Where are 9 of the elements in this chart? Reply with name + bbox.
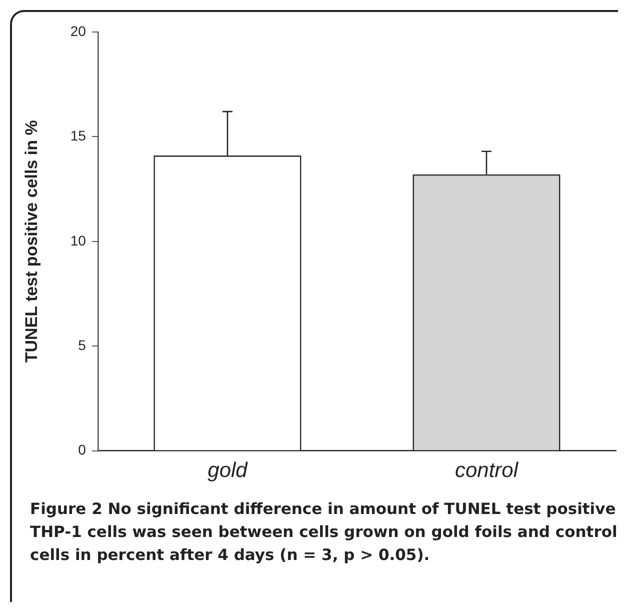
y-tick-label: 15 <box>70 128 86 144</box>
y-tick-label: 0 <box>78 442 86 458</box>
y-tick-label: 10 <box>70 232 86 248</box>
x-tick-label: gold <box>208 459 249 482</box>
y-axis-title: TUNEL test positive cells in % <box>22 120 41 363</box>
y-tick-label: 5 <box>78 336 86 353</box>
y-tick-label: 20 <box>70 22 86 39</box>
x-tick-label: control <box>454 459 520 482</box>
caption: Figure 2 No significant difference in amount of TUNEL test positive THP-1 cells was seen between cells grown on gold foils and control cells in percent after 4 days (n = 3, p > 0.05). <box>30 499 618 566</box>
